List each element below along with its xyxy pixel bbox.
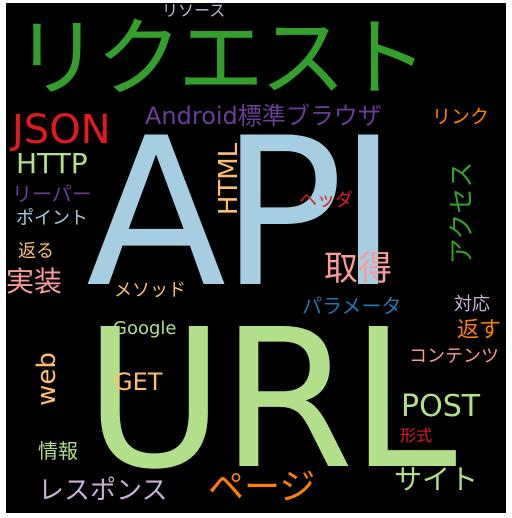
word-getword: GET <box>114 368 163 396</box>
word-parameter: パラメータ <box>302 294 402 318</box>
word-web: web <box>31 352 62 406</box>
word-http: HTTP <box>16 147 88 180</box>
word-response: レスポンス <box>38 476 168 506</box>
word-reaper: リーパー <box>12 182 92 206</box>
word-info: 情報 <box>38 439 78 463</box>
word-get: 取得 <box>324 249 392 289</box>
word-google: Google <box>113 318 177 339</box>
word-post: POST <box>401 389 481 424</box>
cloud-background <box>6 3 506 513</box>
word-page: ページ <box>208 467 316 508</box>
word-resource: リソース <box>162 1 226 20</box>
word-return1: 返る <box>18 241 54 262</box>
word-method: メソッド <box>114 280 186 301</box>
word-header: ヘッダ <box>299 190 353 211</box>
word-content: コンテンツ <box>409 346 499 367</box>
word-implement: 実装 <box>6 265 63 298</box>
word-api: API <box>86 95 398 333</box>
word-url: URL <box>84 289 457 512</box>
word-json: JSON <box>12 107 111 153</box>
word-android: Android標準ブラウザ <box>145 102 382 130</box>
word-point: ポイント <box>16 208 88 229</box>
word-link: リンク <box>432 106 490 128</box>
word-request: リクエスト <box>14 9 428 109</box>
word-return2: 返す <box>457 318 502 343</box>
word-html: HTML <box>214 142 245 216</box>
word-support: 対応 <box>454 294 490 315</box>
word-site: サイト <box>394 463 479 496</box>
word-access: アクセス <box>447 161 478 265</box>
word-format: 形式 <box>400 426 433 445</box>
